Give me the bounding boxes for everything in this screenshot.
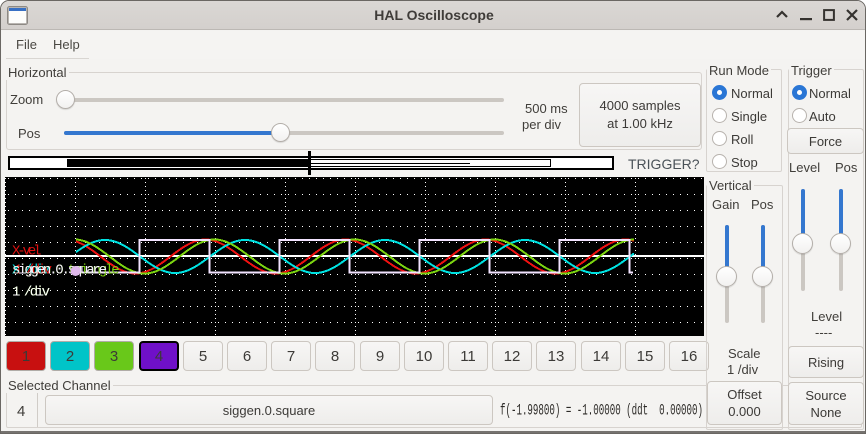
svg-text:f(-1.99800) = -1.00000 (ddt 0: f(-1.99800) = -1.00000 (ddt 0.00000) [500,402,703,419]
svg-text:1 /div: 1 /div [12,285,50,301]
svg-text:1 /div: 1 /div [12,285,50,301]
svg-text:siggen.0.triangle: siggen.0.triangle [12,263,120,279]
svg-text:siggen.0.square: siggen.0.square [12,263,107,279]
svg-text:1 /div: 1 /div [14,263,52,279]
svg-text:X /div: X /div [12,263,50,279]
svg-text:X-vel: X-vel [12,244,42,260]
